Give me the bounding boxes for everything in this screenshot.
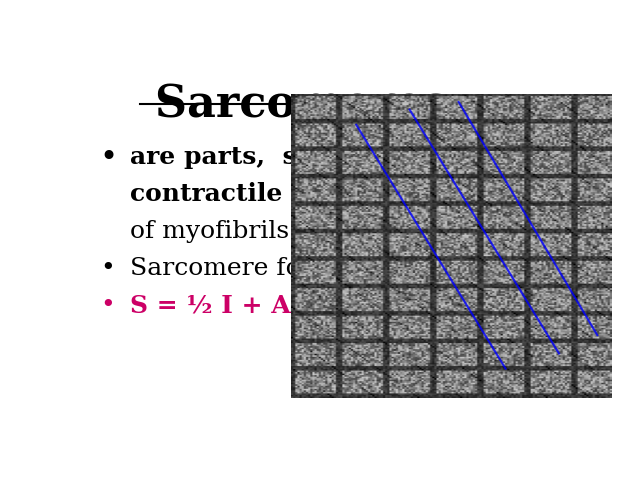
Text: Sarcomere formula:: Sarcomere formula:: [129, 257, 383, 280]
Text: •: •: [100, 143, 118, 172]
Text: Sarcomeres --: Sarcomeres --: [155, 84, 501, 126]
Text: of myofibrils.: of myofibrils.: [129, 220, 297, 243]
Text: are parts,  smallest: are parts, smallest: [129, 145, 399, 169]
Text: •: •: [100, 293, 115, 317]
Text: S = ½ I + A + ½ I: S = ½ I + A + ½ I: [129, 293, 375, 317]
Text: •: •: [100, 256, 115, 280]
Text: contractile units: contractile units: [129, 182, 362, 206]
